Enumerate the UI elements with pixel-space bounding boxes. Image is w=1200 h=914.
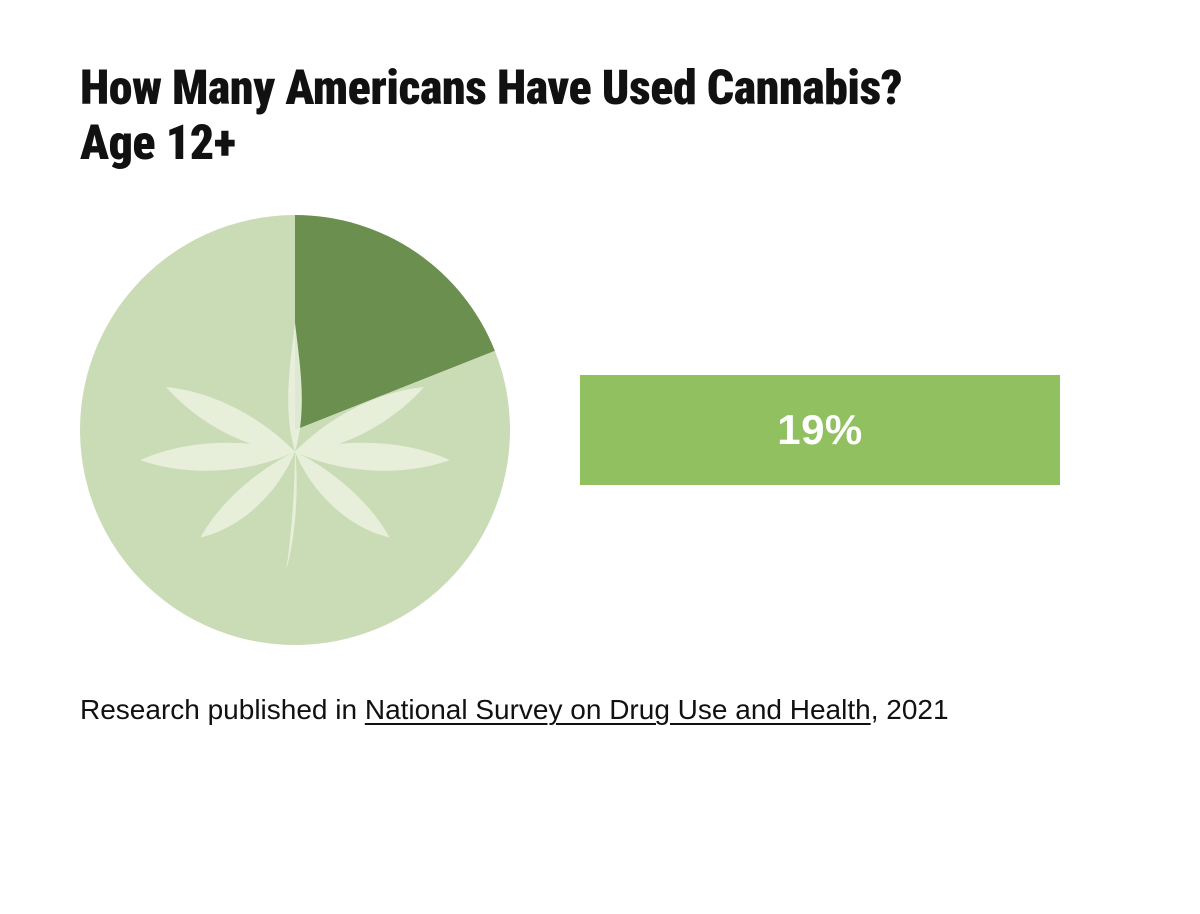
source-prefix: Research published in: [80, 694, 365, 725]
pie-chart: [80, 215, 510, 645]
source-suffix: , 2021: [871, 694, 949, 725]
pie-svg: [80, 215, 510, 645]
source-link[interactable]: National Survey on Drug Use and Health: [365, 694, 871, 725]
infographic-title: How Many Americans Have Used Cannabis? A…: [80, 60, 930, 170]
percentage-badge: 19%: [580, 375, 1060, 485]
percentage-value: 19%: [777, 406, 863, 454]
chart-row: 19%: [80, 215, 1120, 645]
source-line: Research published in National Survey on…: [80, 690, 1120, 729]
